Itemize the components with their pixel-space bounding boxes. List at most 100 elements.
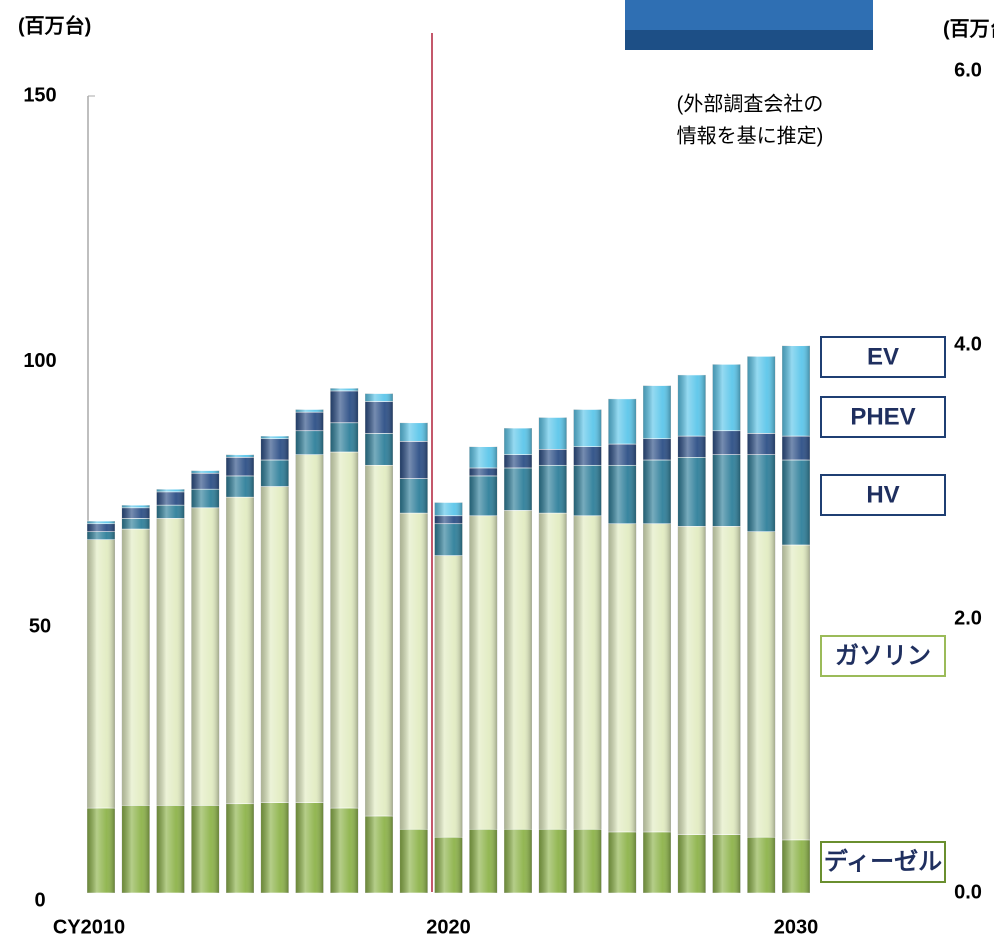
legend-label: PHEV: [850, 403, 915, 430]
bar-shine: [330, 452, 358, 808]
bar-shine: [574, 447, 602, 466]
bar-shine: [226, 476, 254, 497]
bar-shine: [608, 444, 636, 465]
bar-shine: [87, 532, 115, 540]
bar-shine: [87, 524, 115, 532]
y-tick-label: 100: [23, 350, 56, 372]
bar-shine: [261, 439, 289, 460]
bar-shine: [330, 423, 358, 452]
bar-shine: [400, 513, 428, 829]
bar-shine: [296, 431, 324, 455]
car-photo-shade: [625, 30, 873, 50]
y2-tick-label: 4.0: [954, 333, 982, 355]
bar-shine: [435, 502, 463, 515]
chart: (百万台) (百万台) (外部調査会社の 情報を基に推定) 0 50 100 150 0…: [0, 0, 994, 944]
bar-shine: [782, 436, 810, 460]
bar-shine: [435, 516, 463, 524]
bar-shine: [226, 457, 254, 476]
bar-shine: [226, 804, 254, 893]
bar-shine: [157, 518, 185, 805]
bar-shine: [713, 526, 741, 834]
y-tick-label: 150: [23, 84, 56, 106]
bar-shine: [608, 399, 636, 444]
bar-shine: [435, 556, 463, 838]
annotation: 情報を基に推定): [677, 124, 824, 147]
bar-shine: [713, 835, 741, 893]
bar-shine: [330, 388, 358, 391]
bar-shine: [157, 489, 185, 492]
bar-shine: [469, 447, 497, 468]
bar-shine: [191, 489, 219, 508]
bar-shine: [191, 473, 219, 489]
bar-shine: [643, 832, 671, 893]
bar-shine: [226, 455, 254, 458]
bar-shine: [365, 433, 393, 465]
bar-shine: [504, 455, 532, 468]
bar-shine: [469, 829, 497, 893]
bar-shine: [782, 460, 810, 545]
y-tick-label: 50: [29, 616, 51, 638]
bar-shine: [747, 356, 775, 433]
bar-shine: [261, 460, 289, 487]
y-tick-label: 0: [34, 889, 45, 911]
bar-shine: [296, 409, 324, 412]
bar-shine: [191, 508, 219, 806]
bar-shine: [678, 457, 706, 526]
bar-shine: [400, 423, 428, 442]
bar-shine: [504, 510, 532, 829]
x-tick-label: CY2010: [53, 916, 125, 938]
bar-shine: [747, 837, 775, 893]
bar-shine: [296, 412, 324, 431]
bar-shine: [191, 471, 219, 474]
bar-shine: [157, 492, 185, 505]
bar-shine: [504, 428, 532, 455]
bar-shine: [608, 465, 636, 523]
y2-tick-label: 0.0: [954, 881, 982, 903]
bar-shine: [608, 524, 636, 832]
bar-shine: [122, 805, 150, 893]
bar-shine: [122, 508, 150, 519]
legend-label: ガソリン: [835, 642, 931, 669]
bar-shine: [539, 417, 567, 449]
bar-shine: [330, 391, 358, 423]
bar-shine: [400, 829, 428, 893]
bar-shine: [678, 526, 706, 834]
bar-shine: [539, 449, 567, 465]
bar-shine: [365, 394, 393, 402]
bar-shine: [539, 829, 567, 893]
bar-shine: [191, 805, 219, 893]
bar-shine: [261, 803, 289, 893]
bar-shine: [574, 409, 602, 446]
bar-shine: [400, 479, 428, 514]
bar-shine: [400, 441, 428, 478]
bar-shine: [122, 518, 150, 529]
y2-unit: (百万台): [943, 16, 994, 40]
bar-shine: [296, 455, 324, 803]
bar-shine: [87, 521, 115, 524]
bar-shine: [504, 468, 532, 511]
bar-shine: [782, 840, 810, 893]
bar-shine: [87, 540, 115, 808]
bar-shine: [574, 516, 602, 829]
bar-shine: [643, 439, 671, 460]
x-tick-label: 2020: [426, 916, 471, 938]
bar-shine: [261, 487, 289, 803]
annotation: (外部調査会社の: [677, 92, 824, 115]
bar-shine: [574, 829, 602, 893]
bar-shine: [747, 433, 775, 454]
bar-shine: [365, 402, 393, 434]
bar-shine: [747, 532, 775, 838]
bar-shine: [608, 832, 636, 893]
bar-shine: [747, 455, 775, 532]
legend-label: ディーゼル: [824, 847, 942, 875]
bar-shine: [678, 375, 706, 436]
bar-shine: [574, 465, 602, 515]
bar-shine: [643, 460, 671, 524]
bar-shine: [469, 516, 497, 829]
y-unit: (百万台): [18, 13, 91, 37]
bar-shine: [782, 346, 810, 436]
bar-shine: [122, 529, 150, 805]
bar-shine: [643, 386, 671, 439]
bar-shine: [678, 835, 706, 893]
bar-shine: [261, 436, 289, 439]
